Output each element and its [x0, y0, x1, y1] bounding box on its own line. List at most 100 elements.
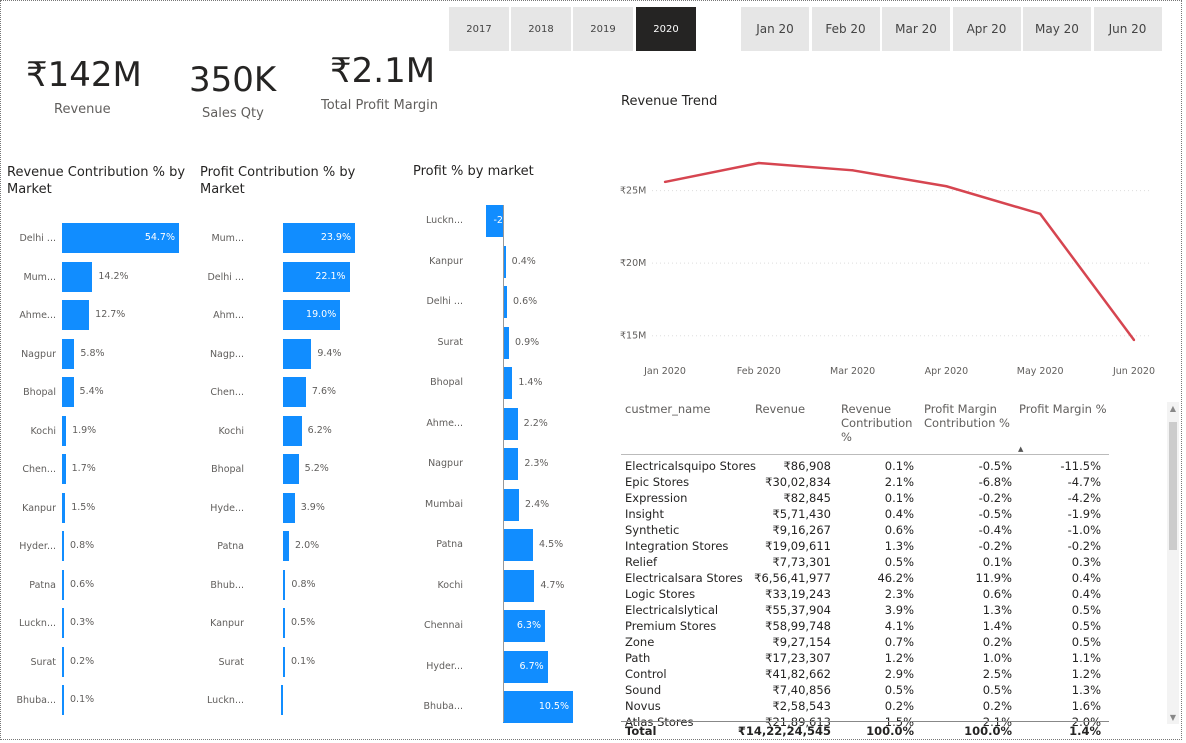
bar[interactable]	[283, 608, 285, 638]
bar[interactable]	[503, 610, 545, 642]
month-button-5[interactable]: Jun 20	[1092, 6, 1163, 52]
bar[interactable]	[503, 691, 573, 723]
month-button-1[interactable]: Feb 20	[810, 6, 881, 52]
bar[interactable]	[62, 261, 93, 292]
bar[interactable]	[62, 377, 74, 407]
bar[interactable]	[283, 338, 312, 369]
year-button-2017[interactable]: 2017	[448, 6, 510, 52]
header-line: Contribution %	[924, 416, 1010, 430]
data-point[interactable]	[757, 161, 760, 165]
data-point[interactable]	[1132, 338, 1136, 342]
bar[interactable]	[503, 326, 509, 359]
table-row[interactable]: Novus ₹2,58,543 0.2% 0.2% 1.6%	[621, 698, 1109, 714]
bar[interactable]	[486, 205, 503, 237]
table-row[interactable]: Epic Stores ₹30,02,834 2.1% -6.8% -4.7%	[621, 474, 1109, 490]
col-header-profit-margin-pct[interactable]: Profit Margin %	[1019, 402, 1107, 416]
cell-profit-margin-contribution: -0.5%	[978, 459, 1012, 473]
month-button-0[interactable]: Jan 20	[740, 6, 810, 52]
table-row[interactable]: Atlas Stores ₹21,89,613 1.5% 2.1% 2.0%	[621, 714, 1109, 730]
bar[interactable]	[281, 685, 283, 715]
table-row[interactable]: Electricalsquipo Stores ₹86,908 0.1% -0.5% -…	[621, 458, 1109, 474]
bar-value-label: 0.9%	[515, 336, 540, 348]
bar[interactable]	[283, 300, 341, 330]
bar[interactable]	[503, 448, 519, 480]
bar-value-label: 5.4%	[79, 386, 104, 397]
year-button-2019[interactable]: 2019	[572, 6, 634, 52]
bar[interactable]	[62, 646, 64, 677]
table-scrollbar[interactable]: ▲ ▼	[1167, 402, 1179, 724]
bar[interactable]	[62, 338, 75, 369]
bar-category-label: Bhuba...	[16, 695, 56, 706]
bar[interactable]	[283, 569, 286, 600]
kpi-revenue-value: ₹142M	[26, 55, 142, 95]
bar[interactable]	[283, 454, 299, 484]
table-row[interactable]: Relief ₹7,73,301 0.5% 0.1% 0.3%	[621, 554, 1109, 570]
bar[interactable]	[283, 223, 355, 253]
bar-category-label: Luckn...	[426, 215, 463, 226]
bar[interactable]	[283, 531, 290, 561]
data-point[interactable]	[1039, 212, 1042, 216]
bar[interactable]	[503, 286, 507, 318]
table-row[interactable]: Logic Stores ₹33,19,243 2.3% 0.6% 0.4%	[621, 586, 1109, 602]
bar[interactable]	[62, 685, 64, 715]
total-revenue-contribution: 100.0%	[866, 724, 914, 738]
bar[interactable]	[62, 223, 179, 253]
scroll-down-icon[interactable]: ▼	[1169, 713, 1177, 722]
bar[interactable]	[62, 454, 66, 484]
scrollbar-thumb[interactable]	[1169, 422, 1177, 550]
cell-profit-margin-contribution: 1.4%	[982, 619, 1012, 633]
data-point[interactable]	[945, 185, 948, 188]
cell-customer-name: Epic Stores	[625, 475, 690, 489]
bar[interactable]	[283, 377, 306, 407]
table-row[interactable]: Path ₹17,23,307 1.2% 1.0% 1.1%	[621, 650, 1109, 666]
bar[interactable]	[62, 569, 64, 600]
table-row[interactable]: Electricalsara Stores ₹6,56,41,977 46.2% 11…	[621, 570, 1109, 586]
kpi-sales-qty-label: Sales Qty	[202, 106, 264, 121]
col-header-revenue[interactable]: Revenue	[755, 402, 806, 416]
col-header-customer-name[interactable]: custmer_name	[625, 402, 711, 416]
bar[interactable]	[503, 367, 513, 399]
data-point[interactable]	[663, 180, 667, 184]
table-row[interactable]: Expression ₹82,845 0.1% -0.2% -4.2%	[621, 490, 1109, 506]
bar-category-label: Chen...	[22, 464, 56, 475]
table-row[interactable]: Integration Stores ₹19,09,611 1.3% -0.2% -0.…	[621, 538, 1109, 554]
month-button-2[interactable]: Mar 20	[881, 6, 951, 52]
table-row[interactable]: Insight ₹5,71,430 0.4% -0.5% -1.9%	[621, 506, 1109, 522]
bar[interactable]	[62, 492, 66, 523]
sort-ascending-icon[interactable]: ▲	[1018, 445, 1024, 453]
revenue-series-line[interactable]	[664, 161, 1136, 341]
table-row[interactable]: Sound ₹7,40,856 0.5% 0.5% 1.3%	[621, 682, 1109, 698]
bar[interactable]	[283, 492, 295, 523]
bar[interactable]	[62, 608, 64, 638]
month-button-3[interactable]: Apr 20	[951, 6, 1022, 52]
cell-profit-margin-contribution: -0.4%	[978, 523, 1012, 537]
data-point[interactable]	[851, 169, 854, 172]
col-header-profit-margin-contribution[interactable]: Profit Margin Contribution %	[924, 402, 1010, 430]
bar-value-label: 12.7%	[95, 309, 126, 320]
bar[interactable]	[503, 529, 533, 561]
year-button-2018[interactable]: 2018	[510, 6, 572, 52]
bar-category-label: Kanpur	[429, 255, 463, 267]
bar[interactable]	[503, 407, 518, 440]
table-row[interactable]: Premium Stores ₹58,99,748 4.1% 1.4% 0.5%	[621, 618, 1109, 634]
table-row[interactable]: Zone ₹9,27,154 0.7% 0.2% 0.5%	[621, 634, 1109, 650]
bar[interactable]	[62, 300, 90, 330]
year-button-2020[interactable]: 2020	[635, 6, 697, 52]
bar[interactable]	[503, 650, 548, 683]
table-row[interactable]: Control ₹41,82,662 2.9% 2.5% 1.2%	[621, 666, 1109, 682]
bar[interactable]	[503, 488, 519, 521]
month-button-4[interactable]: May 20	[1022, 6, 1092, 52]
bar[interactable]	[283, 646, 285, 677]
table-row[interactable]: Electricalslytical ₹55,37,904 3.9% 1.3% 0.5%	[621, 602, 1109, 618]
cell-customer-name: Atlas Stores	[625, 715, 694, 729]
bar[interactable]	[62, 415, 67, 446]
bar[interactable]	[283, 415, 302, 446]
bar[interactable]	[283, 261, 350, 292]
bar[interactable]	[503, 245, 506, 278]
table-row[interactable]: Synthetic ₹9,16,267 0.6% -0.4% -1.0%	[621, 522, 1109, 538]
bar[interactable]	[503, 569, 535, 602]
scroll-up-icon[interactable]: ▲	[1169, 404, 1177, 413]
revenue-trend-chart[interactable]: ₹15M ₹20M ₹25M Jan 2020 Feb 2020 Mar 2020 Apr …	[612, 130, 1172, 380]
bar[interactable]	[62, 531, 64, 561]
col-header-revenue-contribution[interactable]: Revenue Contribution %	[841, 402, 912, 444]
